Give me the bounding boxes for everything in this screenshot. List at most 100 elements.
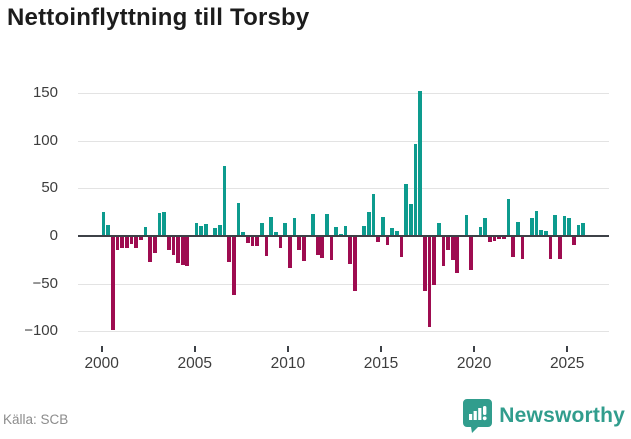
x-tick-label: 2000 xyxy=(84,355,119,372)
bar-2010-Q3 xyxy=(297,236,301,251)
bar-2002-Q3 xyxy=(148,236,152,262)
bar-2017-Q1 xyxy=(418,91,422,236)
bar-2020-Q3 xyxy=(483,217,488,236)
bar-2014-Q4 xyxy=(376,236,381,242)
brand-name: Newsworthy xyxy=(499,403,625,427)
bar-2015-Q1 xyxy=(381,216,385,236)
bar-2004-Q1 xyxy=(176,236,180,263)
bar-2025-Q1 xyxy=(567,217,571,236)
bar-2001-Q2 xyxy=(124,236,129,249)
bar-2011-Q2 xyxy=(311,214,315,236)
y-tick-label: 150 xyxy=(32,83,58,101)
bar-2008-Q4 xyxy=(264,236,269,256)
bar-2008-Q2 xyxy=(255,236,259,246)
bar-2008-Q3 xyxy=(259,222,264,236)
bar-2013-Q1 xyxy=(343,225,348,236)
source-note: Källa: SCB xyxy=(3,412,69,427)
bar-2010-Q4 xyxy=(301,236,306,261)
bar-2016-Q1 xyxy=(399,236,404,257)
bar-2010-Q2 xyxy=(292,217,297,236)
bar-2003-Q4 xyxy=(171,236,176,256)
bar-2022-Q1 xyxy=(511,236,516,257)
bar-2000-Q1 xyxy=(101,212,106,236)
bar-2004-Q2 xyxy=(180,236,185,265)
bar-2003-Q2 xyxy=(162,212,166,236)
x-tick-mark xyxy=(100,346,103,352)
bar-2015-Q4 xyxy=(394,231,399,236)
y-tick-label: 50 xyxy=(41,179,58,197)
bar-2013-Q3 xyxy=(353,236,357,292)
bar-2006-Q3 xyxy=(222,166,227,236)
gridline--100 xyxy=(78,331,609,333)
x-tick-mark xyxy=(193,346,196,352)
bar-2009-Q4 xyxy=(283,222,287,236)
bar-2007-Q1 xyxy=(232,236,236,296)
bar-2024-Q1 xyxy=(548,236,553,259)
bar-2019-Q1 xyxy=(455,236,460,274)
bar-2021-Q2 xyxy=(497,236,502,239)
gridline--50 xyxy=(78,283,609,285)
bar-2021-Q3 xyxy=(502,236,506,239)
bar-2005-Q2 xyxy=(199,225,204,236)
x-tick-label: 2025 xyxy=(549,355,585,372)
bar-2024-Q2 xyxy=(553,215,557,236)
bar-2011-Q4 xyxy=(320,236,325,258)
bar-2019-Q3 xyxy=(464,215,469,236)
y-tick-label: −100 xyxy=(24,322,58,340)
gridline-100 xyxy=(78,140,609,142)
bar-2018-Q4 xyxy=(450,236,455,260)
bar-2025-Q2 xyxy=(571,236,576,245)
bar-2009-Q1 xyxy=(269,216,273,236)
bar-2018-Q3 xyxy=(446,236,450,251)
bar-2006-Q1 xyxy=(213,228,218,236)
bar-2001-Q3 xyxy=(129,236,134,244)
x-tick-label: 2010 xyxy=(270,355,306,372)
bar-2022-Q3 xyxy=(520,236,525,259)
bar-2011-Q3 xyxy=(315,236,320,256)
bar-2000-Q2 xyxy=(106,224,111,236)
bar-2015-Q3 xyxy=(390,228,394,236)
zero-baseline xyxy=(78,235,609,237)
bar-2021-Q1 xyxy=(492,236,497,241)
bar-2006-Q2 xyxy=(218,224,222,236)
x-tick-mark xyxy=(566,346,569,352)
x-tick-mark xyxy=(286,346,289,352)
bar-2000-Q3 xyxy=(111,236,115,330)
bar-2023-Q2 xyxy=(534,211,539,236)
bar-2014-Q3 xyxy=(371,194,376,236)
y-tick-label: −50 xyxy=(32,274,58,292)
bar-2001-Q1 xyxy=(120,236,124,249)
bar-2023-Q1 xyxy=(529,217,534,236)
x-tick-mark xyxy=(473,346,476,352)
bar-2013-Q2 xyxy=(348,236,353,264)
gridline-150 xyxy=(78,92,609,94)
bar-2021-Q4 xyxy=(506,198,511,236)
bar-2004-Q3 xyxy=(185,236,190,266)
bar-2002-Q1 xyxy=(138,236,143,240)
x-tick-label: 2015 xyxy=(363,355,399,372)
bar-2016-Q3 xyxy=(408,203,413,236)
newsworthy-logo-icon xyxy=(462,398,493,433)
y-tick-label: 100 xyxy=(32,131,58,149)
bar-2008-Q1 xyxy=(250,236,255,246)
bar-2007-Q2 xyxy=(236,202,241,236)
plot-area xyxy=(78,78,609,340)
bar-2012-Q1 xyxy=(325,214,329,236)
bar-2020-Q2 xyxy=(478,226,483,236)
bar-2001-Q4 xyxy=(134,236,138,249)
bar-2002-Q2 xyxy=(143,227,148,236)
bar-2005-Q1 xyxy=(194,222,199,236)
bar-2017-Q3 xyxy=(427,236,432,327)
bar-2018-Q1 xyxy=(436,222,441,236)
bar-2015-Q2 xyxy=(385,236,390,245)
x-tick-label: 2005 xyxy=(177,355,213,372)
bar-2014-Q2 xyxy=(367,212,371,236)
bar-2024-Q3 xyxy=(557,236,562,259)
bar-2003-Q1 xyxy=(157,213,162,236)
bar-2025-Q3 xyxy=(576,224,581,236)
bar-2002-Q4 xyxy=(152,236,157,254)
bar-2017-Q2 xyxy=(422,236,427,292)
x-tick-mark xyxy=(380,346,382,352)
bar-2023-Q3 xyxy=(539,230,543,236)
